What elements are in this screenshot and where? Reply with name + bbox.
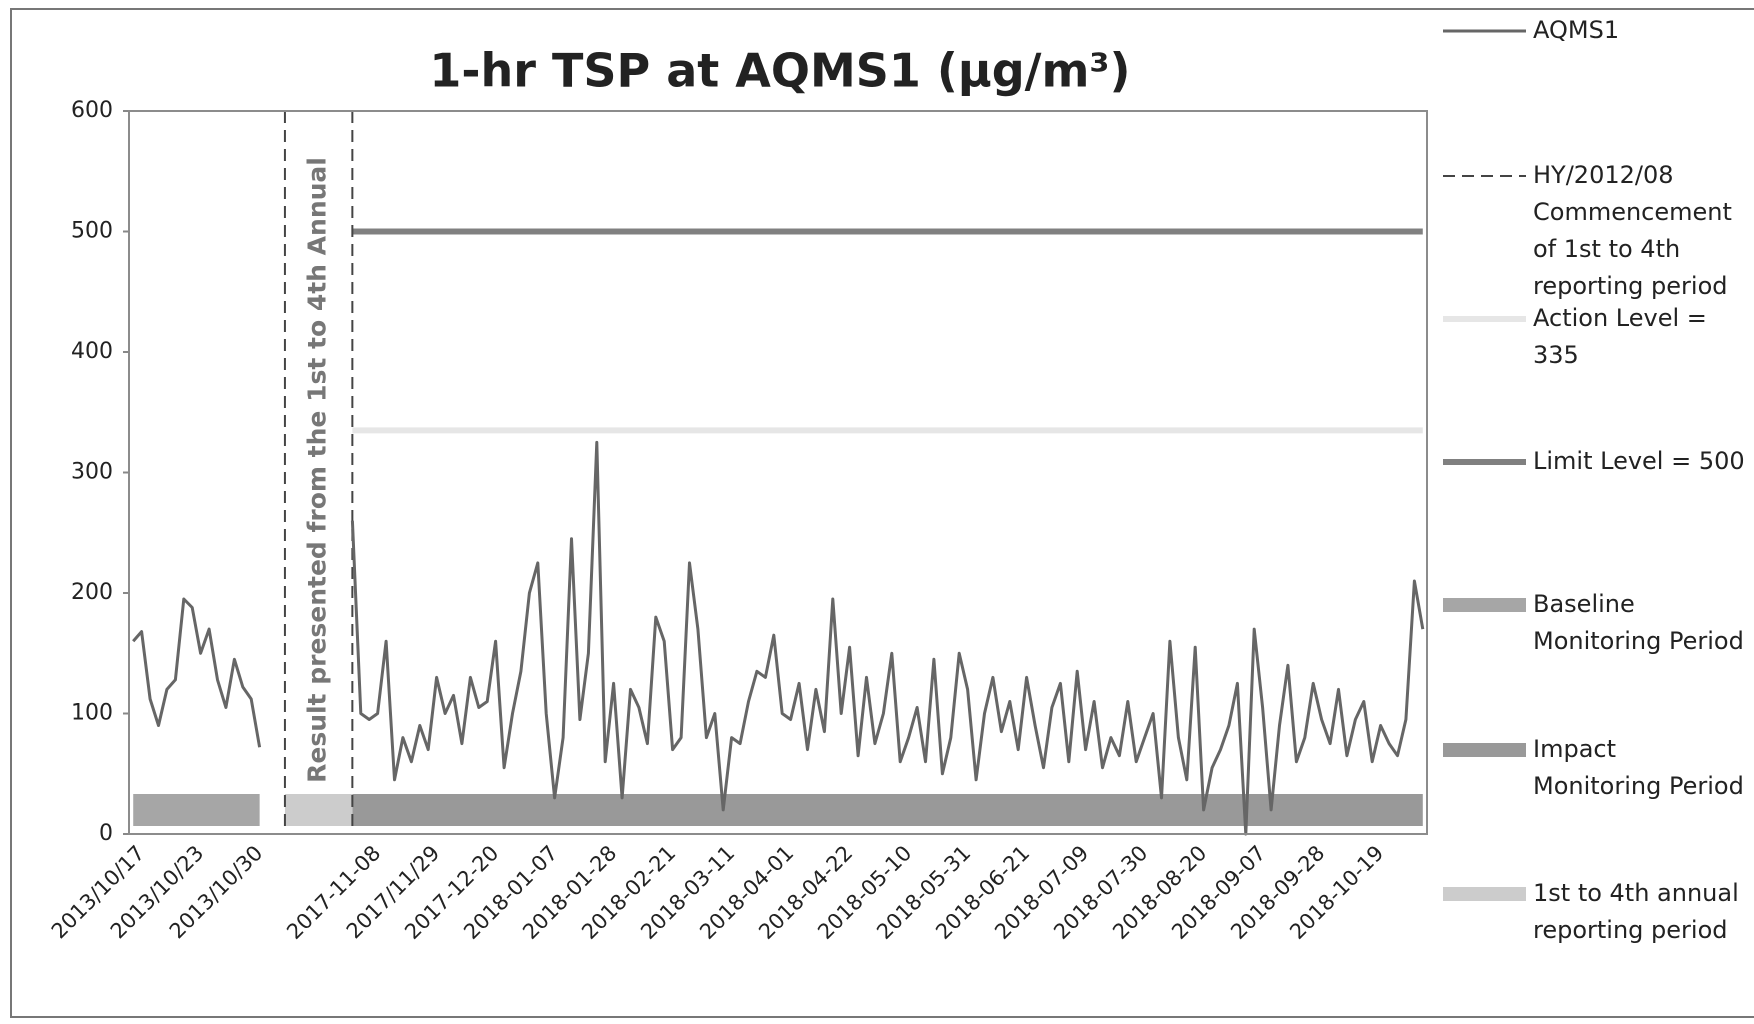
data-line — [132, 597, 262, 748]
frame — [10, 8, 1754, 1018]
y-tick-label: 0 — [99, 821, 113, 846]
data-line — [350, 440, 1425, 836]
y-tick-label: 300 — [71, 460, 113, 485]
legend-label: HY/2012/08 Commencement of 1st to 4th re… — [1533, 161, 1732, 300]
y-tick-label: 200 — [71, 580, 113, 605]
chart-title: 1-hr TSP at AQMS1 (µg/m³) — [429, 44, 1130, 98]
period-band — [352, 794, 1423, 826]
plot-frame — [128, 110, 1428, 835]
period-band — [284, 794, 353, 826]
legend-label: AQMS1 — [1533, 16, 1620, 44]
legend-label: Impact Monitoring Period — [1533, 735, 1744, 800]
y-tick-label: 600 — [71, 98, 113, 123]
y-tick-label: 100 — [71, 701, 113, 726]
legend-label: Baseline Monitoring Period — [1533, 590, 1744, 655]
legend-label: Limit Level = 500 — [1533, 447, 1745, 475]
y-tick-label: 500 — [71, 219, 113, 244]
annotation: Result presented from the 1st to 4th Ann… — [303, 157, 332, 783]
period-band — [133, 794, 260, 826]
legend-label: 1st to 4th annual reporting period — [1533, 879, 1739, 944]
legend-label: Action Level = 335 — [1533, 304, 1707, 369]
y-tick-label: 400 — [71, 339, 113, 364]
